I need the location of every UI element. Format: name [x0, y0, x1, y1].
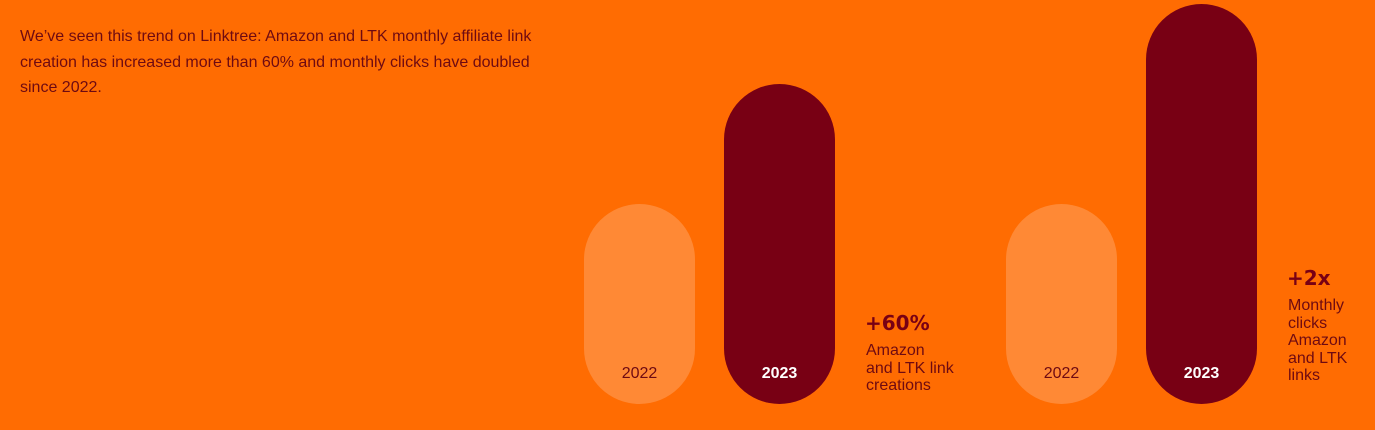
chart-2-description-line: links [1288, 367, 1321, 384]
chart-1-description-line: Amazon [866, 342, 925, 359]
bar-2-2023 [1146, 4, 1257, 404]
bar-label-2-2022: 2022 [1044, 365, 1080, 382]
bar-label-2-2023: 2023 [1184, 365, 1220, 382]
chart-1-description: Amazon and LTK link creations [866, 342, 954, 395]
chart-1-change-label: +60% [865, 311, 930, 335]
chart-2-description-line: Amazon [1288, 332, 1347, 349]
bar-2-2022 [1006, 204, 1117, 404]
chart-2-description-line: clicks [1288, 314, 1328, 332]
bar-label-1-2022: 2022 [622, 365, 658, 382]
intro-text: We’ve seen this trend on Linktree: Amazo… [20, 28, 532, 96]
chart-2-description-line: and LTK [1288, 349, 1348, 367]
chart-1-description-line: creations [866, 377, 931, 394]
bar-1-2023 [724, 84, 835, 404]
bar-1-2022 [584, 204, 695, 404]
bar-label-1-2023: 2023 [762, 365, 798, 382]
chart-1-description-line: and LTK link [866, 359, 954, 377]
chart-2-description-line: Monthly [1288, 297, 1345, 314]
chart-2-description: Monthly clicks Amazon and LTK links [1288, 297, 1347, 385]
chart-2-change-label: +2x [1287, 266, 1331, 290]
